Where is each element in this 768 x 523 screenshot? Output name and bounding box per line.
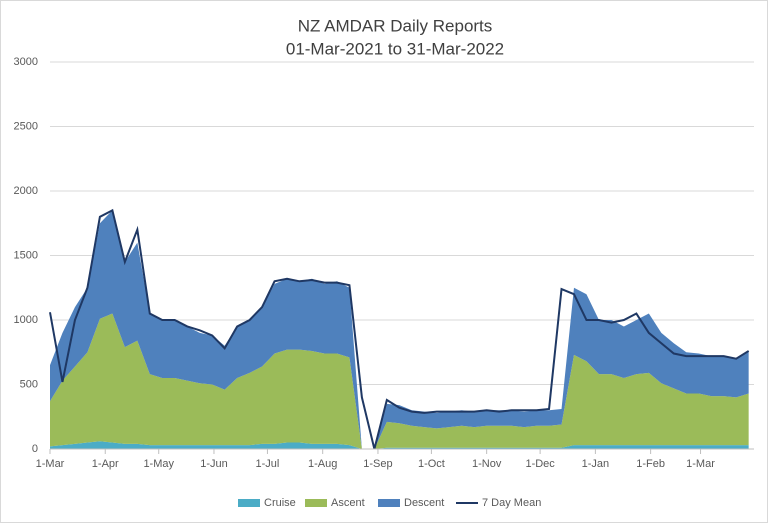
x-tick-label: 1-Feb — [636, 458, 665, 470]
x-tick-label: 1-Sep — [363, 458, 392, 470]
x-tick-label: 1-Mar — [36, 458, 65, 470]
y-tick-label: 0 — [32, 443, 38, 455]
y-tick-label: 2000 — [14, 185, 38, 197]
x-tick-label: 1-Dec — [525, 458, 555, 470]
area — [50, 210, 749, 449]
y-tick-label: 1000 — [14, 314, 38, 326]
y-tick-label: 1500 — [14, 249, 38, 261]
legend-label: 7 Day Mean — [482, 497, 541, 509]
mean-line — [49, 208, 750, 450]
legend-swatch — [305, 499, 327, 507]
x-tick-label: 1-Mar — [686, 458, 715, 470]
legend-label: Ascent — [331, 497, 365, 509]
y-tick-label: 3000 — [14, 56, 38, 68]
legend-swatch — [378, 499, 400, 507]
y-tick-label: 2500 — [14, 120, 38, 132]
x-tick-label: 1-Aug — [308, 458, 337, 470]
area — [50, 441, 749, 449]
y-tick-label: 500 — [20, 378, 38, 390]
legend-label: Cruise — [264, 497, 296, 509]
x-tick-label: 1-May — [143, 458, 174, 470]
x-tick-label: 1-Jan — [582, 458, 610, 470]
chart-subtitle: 01-Mar-2021 to 31-Mar-2022 — [286, 39, 504, 58]
area — [50, 313, 749, 449]
x-tick-label: 1-Oct — [418, 458, 445, 470]
legend-swatch — [238, 499, 260, 507]
x-tick-label: 1-Nov — [472, 458, 502, 470]
x-tick-label: 1-Jul — [256, 458, 280, 470]
x-tick-label: 1-Jun — [200, 458, 228, 470]
legend-label: Descent — [404, 497, 444, 509]
chart-title: NZ AMDAR Daily Reports — [298, 16, 493, 35]
x-tick-label: 1-Apr — [92, 458, 119, 470]
